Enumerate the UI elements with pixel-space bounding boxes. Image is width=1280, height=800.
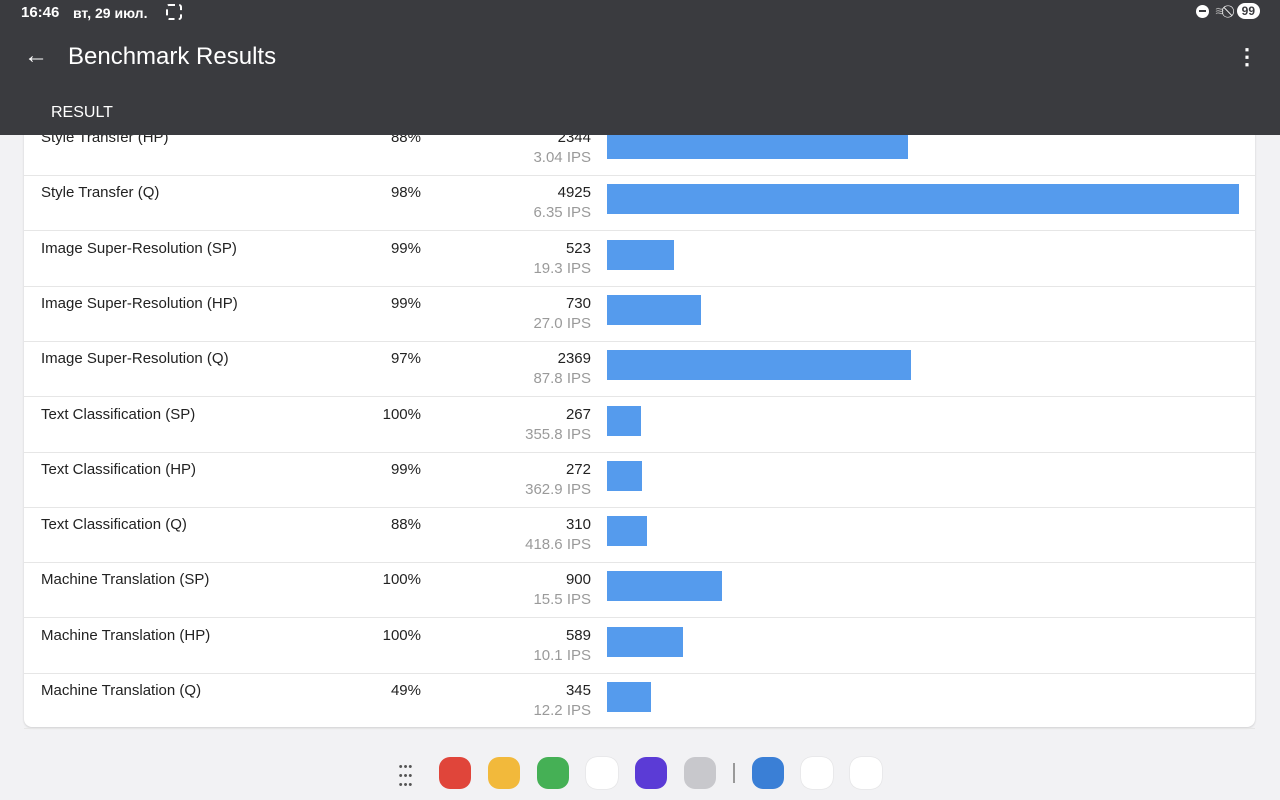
back-arrow-icon[interactable]: ← [24,42,48,69]
ips: 10.1 IPS [533,646,591,664]
messages-icon[interactable] [586,757,618,789]
ips: 418.6 IPS [525,536,591,554]
test-name: Machine Translation (SP) [41,571,210,589]
test-name: Image Super-Resolution (Q) [41,350,229,368]
score-bar [607,239,675,270]
wifi-icon: ≋ [1214,4,1225,18]
ips: 87.8 IPS [533,370,591,388]
result-row: Image Super-Resolution (HP) 99% 730 27.0… [24,287,1255,342]
internet-icon[interactable] [635,757,667,789]
score: 4925 [557,184,591,202]
status-time: 16:46 [21,4,60,21]
result-row: Text Classification (Q) 88% 310 418.6 IP… [24,508,1255,564]
score: 2369 [557,350,591,368]
battery-badge: 99 [1236,3,1260,19]
test-name: Text Classification (Q) [41,516,187,534]
test-name: Image Super-Resolution (SP) [41,239,237,257]
camera-icon[interactable] [684,757,716,789]
taskbar: ••• ••• ••• [390,757,882,791]
score: 310 [565,516,591,534]
result-row: Machine Translation (Q) 49% 345 12.2 IPS [24,674,1255,729]
accuracy: 49% [390,682,421,699]
test-name: Text Classification (HP) [41,460,197,478]
score-bar [607,460,642,491]
accuracy: 97% [390,350,421,368]
accuracy: 100% [382,405,421,423]
accuracy: 100% [382,571,421,589]
score-bar [607,294,701,325]
test-name: Machine Translation (HP) [41,626,211,644]
score-bar [607,350,911,381]
score-bar [607,184,1239,215]
accuracy: 99% [390,294,421,312]
score: 267 [565,405,591,423]
ips: 362.9 IPS [525,480,591,498]
score: 730 [565,294,591,312]
result-row: Machine Translation (SP) 100% 900 15.5 I… [24,563,1255,619]
score: 272 [565,460,591,478]
score: 589 [565,626,591,644]
phone-icon[interactable] [537,757,569,789]
score: 523 [565,239,591,257]
accuracy: 99% [390,239,421,257]
ips: 12.2 IPS [533,702,591,719]
screenshot-icon [166,4,182,20]
app-bar: 16:46 вт, 29 июл. ≋ ⃠ 99 ← Benchmark Res… [0,0,1280,135]
yandex-browser-icon[interactable] [850,757,882,789]
score: 900 [565,571,591,589]
status-date: вт, 29 июл. [73,5,148,21]
ips: 3.04 IPS [533,149,591,166]
apps-grid-icon[interactable]: ••• ••• ••• [398,761,414,791]
play-store-icon[interactable] [801,757,833,789]
result-row: Image Super-Resolution (SP) 99% 523 19.3… [24,232,1255,287]
accuracy: 98% [390,184,421,202]
score: 345 [565,682,591,699]
result-row: Text Classification (HP) 99% 272 362.9 I… [24,453,1255,508]
results-list: Style Transfer (HP) 88% 2344 3.04 IPS St… [24,100,1255,729]
ips: 6.35 IPS [533,204,591,222]
test-name: Style Transfer (Q) [41,184,160,202]
ips: 15.5 IPS [533,591,591,609]
accuracy: 88% [390,516,421,534]
score-bar [607,571,723,602]
tab-result[interactable]: RESULT [51,104,113,121]
score-bar [607,626,683,657]
geekbench-icon[interactable] [752,757,784,789]
result-row: Image Super-Resolution (Q) 97% 2369 87.8… [24,342,1255,398]
more-options-icon[interactable]: ⋮ [1236,44,1258,69]
score-bar [607,516,647,547]
status-icons: ≋ ⃠ 99 [1195,3,1260,19]
files-icon[interactable] [488,757,520,789]
test-name: Machine Translation (Q) [41,682,202,699]
page-title: Benchmark Results [68,43,277,70]
score-bar [607,682,652,712]
ips: 27.0 IPS [533,314,591,332]
result-row: Style Transfer (Q) 98% 4925 6.35 IPS [24,176,1255,232]
score-bar [607,405,642,436]
ips: 19.3 IPS [533,259,591,277]
dock-separator [733,763,735,783]
result-row: Text Classification (SP) 100% 267 355.8 … [24,398,1255,453]
accuracy: 99% [390,460,421,478]
do-not-disturb-icon [1195,4,1209,18]
test-name: Text Classification (SP) [41,405,196,423]
ips: 355.8 IPS [525,425,591,443]
notes-icon[interactable] [439,757,471,789]
test-name: Image Super-Resolution (HP) [41,294,238,312]
result-row: Machine Translation (HP) 100% 589 10.1 I… [24,619,1255,674]
accuracy: 100% [382,626,421,644]
